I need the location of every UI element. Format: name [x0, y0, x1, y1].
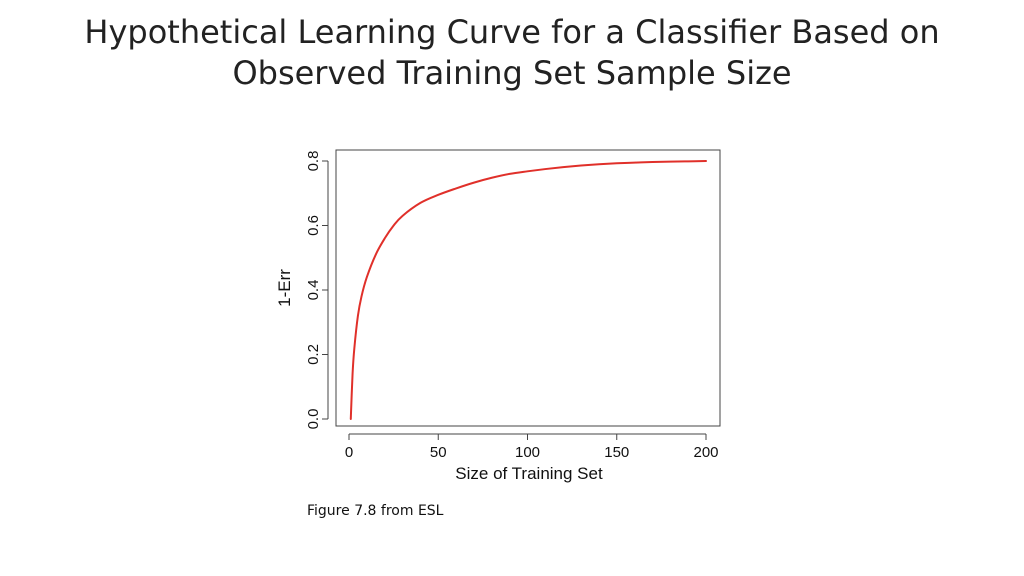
learning-curve-point: [491, 177, 493, 179]
slide-title-line-1: Hypothetical Learning Curve for a Classi…: [84, 13, 940, 51]
x-tick-label: 150: [604, 444, 629, 461]
learning-curve-chart: 0 50 100 150 200 0.0 0.2 0.4 0.6 0.8 Size of Tra…: [275, 149, 721, 483]
learning-curve-point: [353, 347, 355, 349]
x-tick-label: 100: [515, 444, 540, 461]
learning-curve-point: [384, 237, 386, 239]
learning-curve-point: [705, 160, 707, 162]
y-axis: 0.0 0.2 0.4 0.6 0.8: [305, 151, 329, 430]
learning-curve-point: [544, 168, 546, 170]
learning-curve-point: [393, 224, 395, 227]
learning-curve-point: [455, 187, 457, 190]
plot-frame: [335, 149, 721, 427]
learning-curve-point: [669, 161, 671, 163]
learning-curve-point: [616, 162, 618, 164]
y-axis-label: 1-Err: [275, 269, 294, 307]
learning-curve-point: [634, 162, 636, 164]
learning-curve-point: [419, 202, 421, 204]
learning-curve-point: [473, 182, 475, 184]
y-tick-label: 0.0: [305, 409, 322, 430]
figure-caption: Figure 7.8 from ESL: [307, 503, 444, 519]
y-tick-label: 0.4: [305, 280, 322, 301]
learning-curve-point: [350, 418, 352, 420]
learning-curve-point: [651, 161, 654, 163]
learning-curve-point: [357, 315, 359, 317]
learning-curve-point: [401, 215, 404, 217]
learning-curve-point: [360, 295, 363, 298]
learning-curve-point: [580, 164, 582, 167]
learning-curve-point: [351, 373, 354, 375]
x-axis: 0 50 100 150 200: [345, 433, 719, 461]
x-axis-label: Size of Training Set: [455, 464, 603, 483]
slide-title-line-2: Observed Training Set Sample Size: [232, 54, 792, 92]
learning-curve-point: [562, 166, 564, 168]
learning-curve-point: [437, 194, 439, 196]
y-tick-label: 0.2: [305, 344, 322, 365]
learning-curve-point: [687, 160, 689, 162]
slide-title: Hypothetical Learning Curve for a Classi…: [40, 12, 984, 94]
x-tick-label: 0: [345, 444, 353, 461]
x-tick-label: 200: [693, 444, 718, 461]
series-layer: [349, 160, 707, 420]
learning-curve-point: [375, 253, 377, 256]
learning-curve-point: [366, 276, 368, 278]
learning-curve-line: [349, 160, 707, 420]
learning-curve-point: [526, 170, 529, 172]
y-tick-label: 0.8: [305, 151, 322, 172]
learning-curve-point: [598, 163, 600, 165]
x-tick-label: 50: [430, 444, 447, 461]
y-tick-label: 0.6: [305, 215, 322, 236]
learning-curve-point: [509, 173, 511, 175]
